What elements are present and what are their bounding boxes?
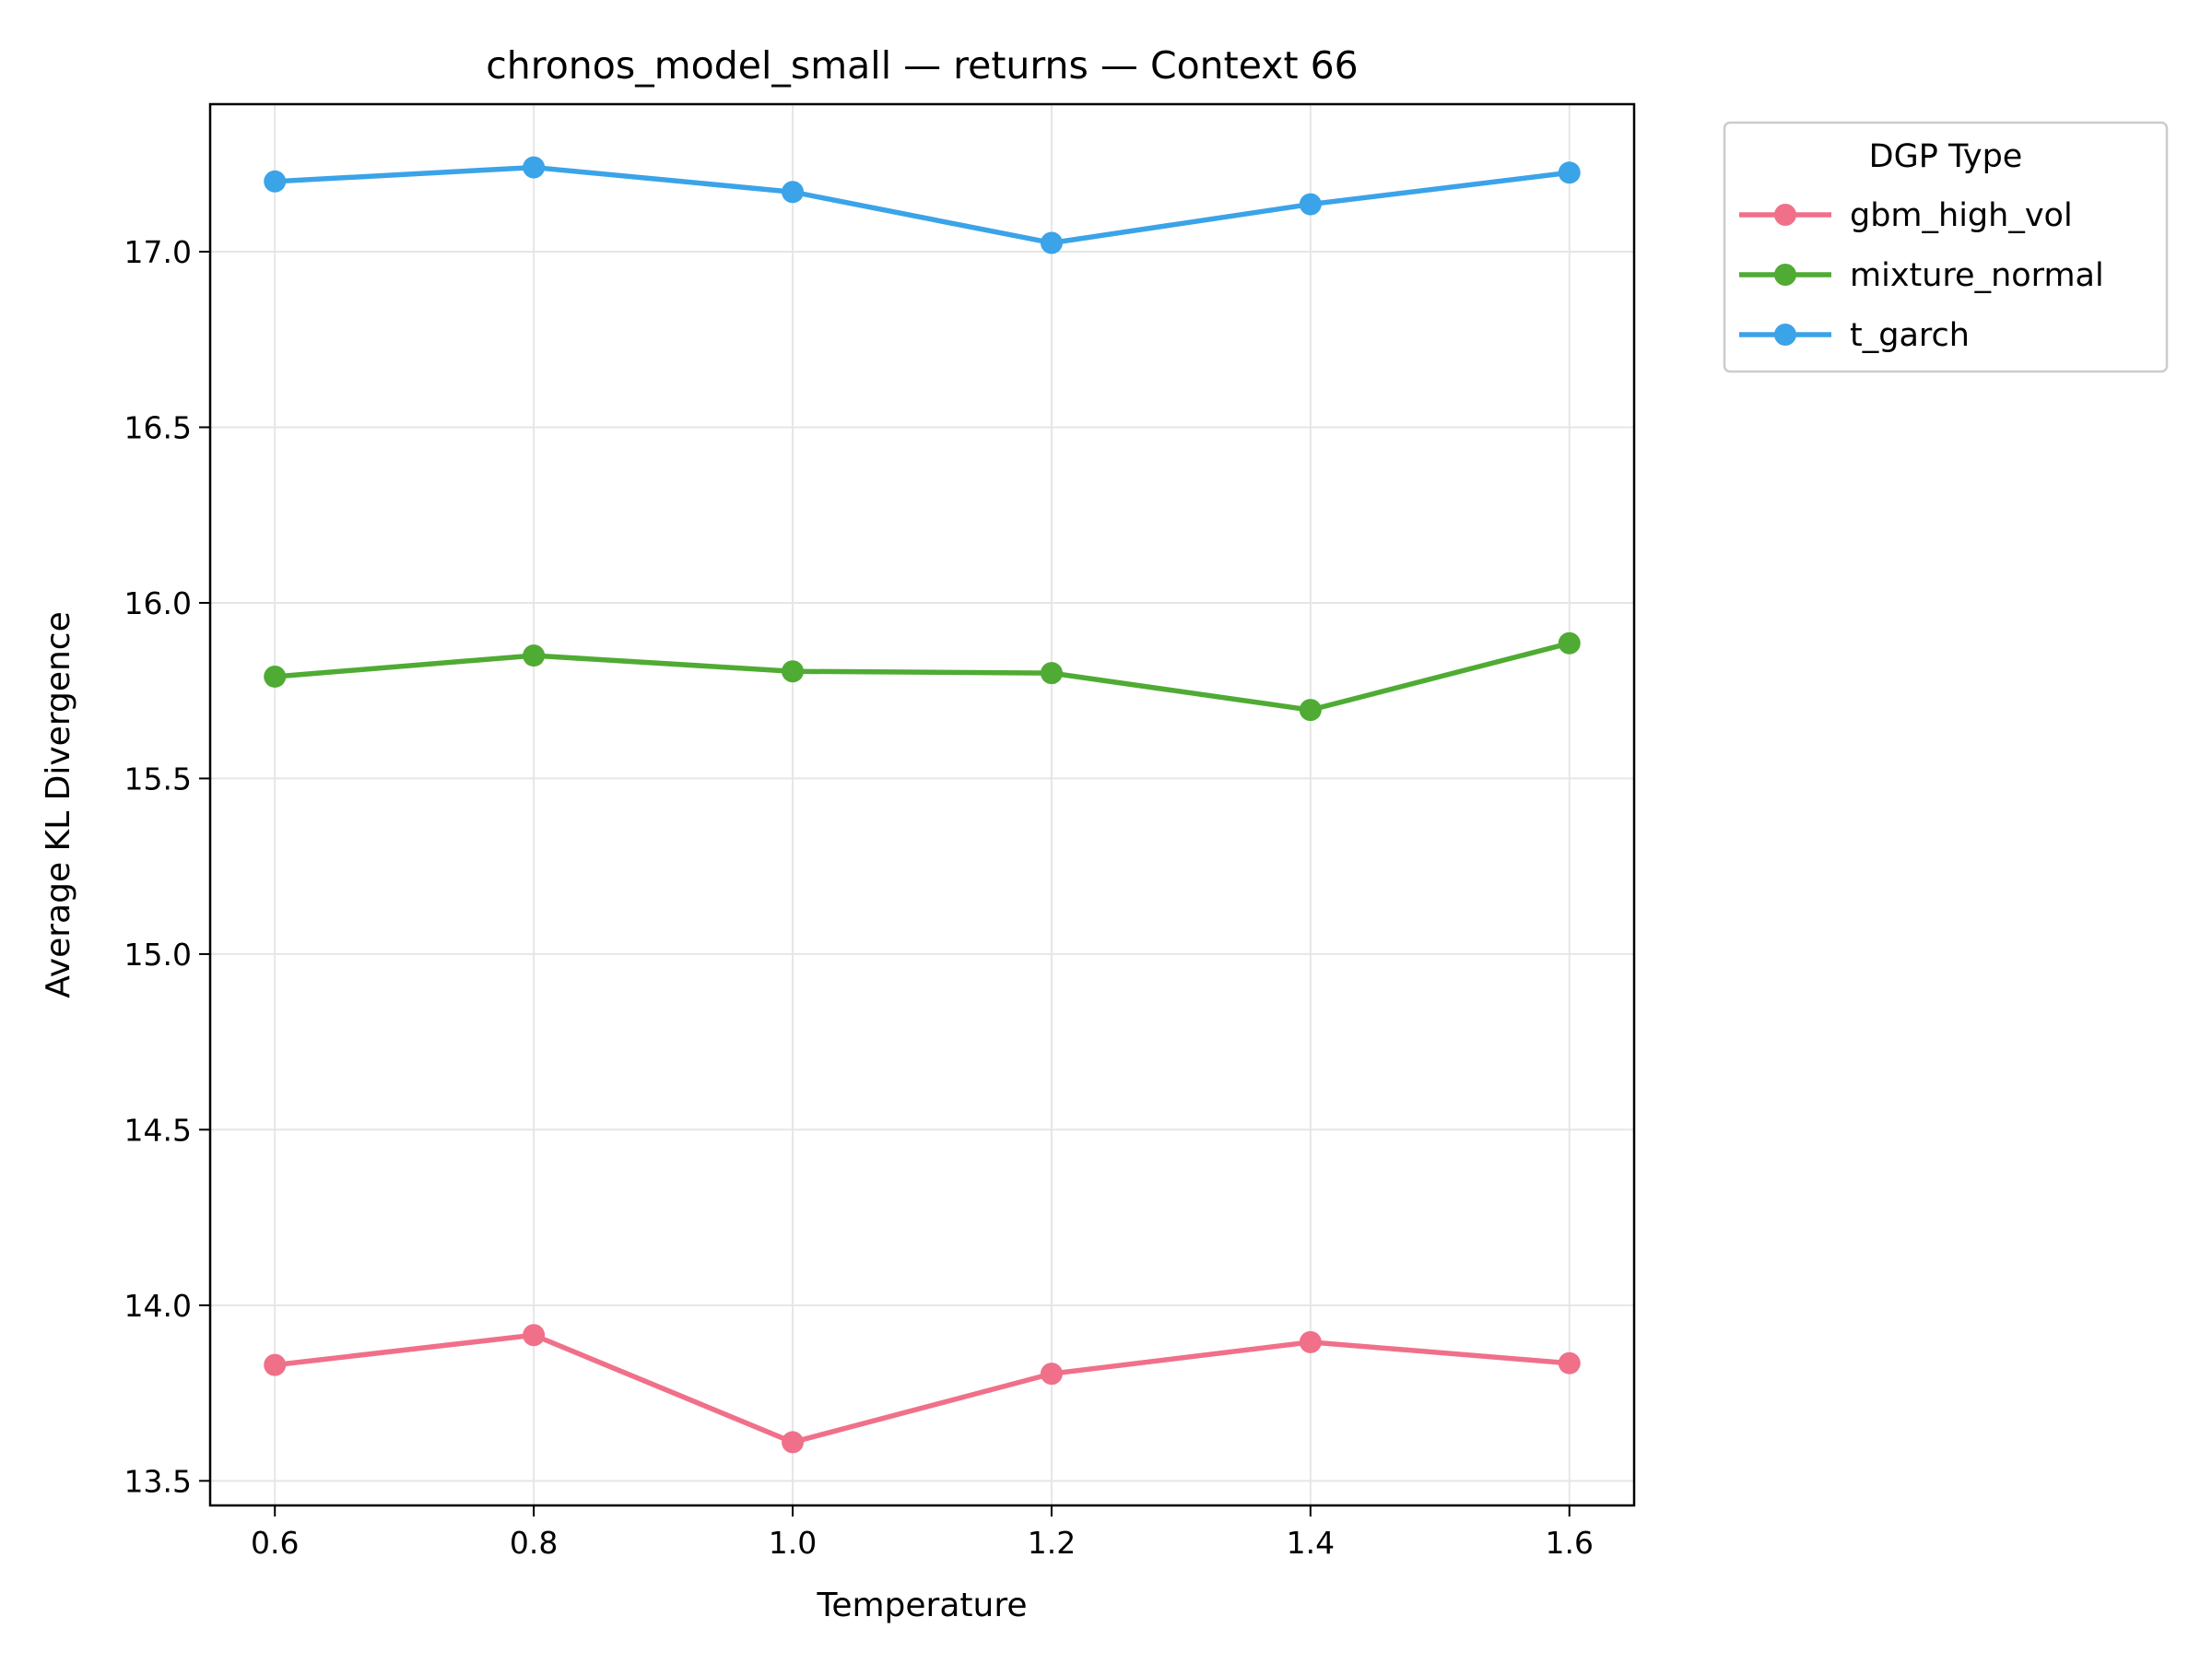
data-point — [1040, 231, 1063, 254]
grid-lines — [210, 104, 1634, 1505]
legend-label: gbm_high_vol — [1850, 197, 2073, 234]
x-tick-label: 1.0 — [769, 1525, 817, 1561]
y-axis-label: Average KL Divergence — [40, 611, 77, 997]
legend-label: t_garch — [1850, 317, 1970, 354]
data-point — [1299, 699, 1322, 722]
data-point — [264, 170, 287, 193]
data-point — [1299, 193, 1322, 216]
y-tick-label: 16.5 — [124, 409, 192, 445]
legend-swatch-marker — [1774, 204, 1796, 226]
legend-swatch-marker — [1774, 324, 1796, 346]
x-tick-label: 0.6 — [251, 1525, 299, 1561]
data-point — [523, 1324, 546, 1347]
y-tick-label: 16.0 — [124, 585, 192, 621]
data-point — [264, 665, 287, 688]
x-axis: 0.6 0.8 1.0 1.2 1.4 1.6 — [251, 1505, 1594, 1561]
data-point — [1040, 1363, 1063, 1386]
data-point — [782, 660, 805, 683]
data-point — [523, 644, 546, 667]
x-tick-label: 0.8 — [510, 1525, 558, 1561]
data-point — [782, 1431, 805, 1454]
y-tick-label: 17.0 — [124, 234, 192, 270]
y-tick-label: 15.0 — [124, 937, 192, 973]
y-tick-label: 13.5 — [124, 1463, 192, 1499]
y-tick-label: 14.0 — [124, 1288, 192, 1324]
series-layer — [264, 156, 1581, 1454]
series-line — [274, 1332, 1570, 1446]
series-mixture_normal — [264, 631, 1581, 722]
y-tick-label: 15.5 — [124, 761, 192, 797]
data-point — [1558, 631, 1581, 655]
series-line — [275, 164, 1571, 246]
x-axis-label: Temperature — [816, 1587, 1027, 1624]
series-gbm_high_vol — [264, 1324, 1581, 1454]
legend-label: mixture_normal — [1850, 257, 2104, 294]
legend-item-mixture_normal: mixture_normal — [1739, 257, 2104, 294]
plot-frame — [208, 102, 1636, 1507]
chart-title: chronos_model_small — returns — Context … — [486, 43, 1359, 88]
y-axis: 13.5 14.0 14.5 15.0 15.5 16.0 16.5 17.0 — [124, 234, 210, 1499]
legend-item-t_garch: t_garch — [1739, 317, 1970, 354]
x-tick-label: 1.6 — [1546, 1525, 1594, 1561]
legend-title: DGP Type — [1869, 138, 2023, 175]
y-tick-label: 14.5 — [124, 1112, 192, 1148]
legend-item-gbm_high_vol: gbm_high_vol — [1739, 197, 2073, 234]
series-line — [275, 641, 1571, 713]
data-point — [1558, 1351, 1581, 1375]
data-point — [1299, 1330, 1322, 1353]
data-point — [264, 1353, 287, 1376]
x-tick-label: 1.2 — [1028, 1525, 1076, 1561]
data-point — [1558, 161, 1581, 184]
x-tick-label: 1.4 — [1287, 1525, 1335, 1561]
legend-swatch-marker — [1774, 264, 1796, 286]
data-point — [1040, 662, 1063, 685]
legend-box — [1723, 121, 2169, 373]
legend: DGP Type gbm_high_vol mixture_normal t_gar… — [1723, 121, 2169, 373]
data-point — [523, 156, 546, 179]
data-point — [782, 181, 805, 204]
series-t_garch — [264, 156, 1581, 254]
